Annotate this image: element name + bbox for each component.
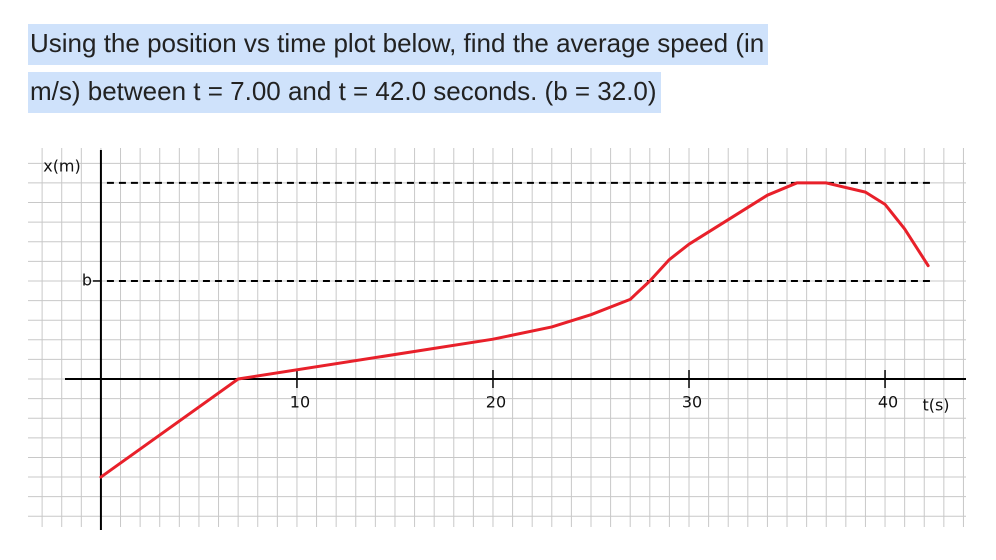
- x-axis-label: t(s): [922, 396, 949, 415]
- y-axis-label: x(m): [43, 157, 81, 176]
- question-line: Using the position vs time plot below, f…: [28, 24, 769, 65]
- x-tick-label: 10: [290, 393, 310, 412]
- data-line: [99, 181, 930, 479]
- x-tick-label: 40: [878, 393, 898, 412]
- y-tick-label: b: [82, 270, 92, 289]
- question-line: m/s) between t = 7.00 and t = 42.0 secon…: [28, 72, 661, 113]
- x-tick-label: 30: [682, 393, 702, 412]
- x-tick-label: 20: [486, 393, 506, 412]
